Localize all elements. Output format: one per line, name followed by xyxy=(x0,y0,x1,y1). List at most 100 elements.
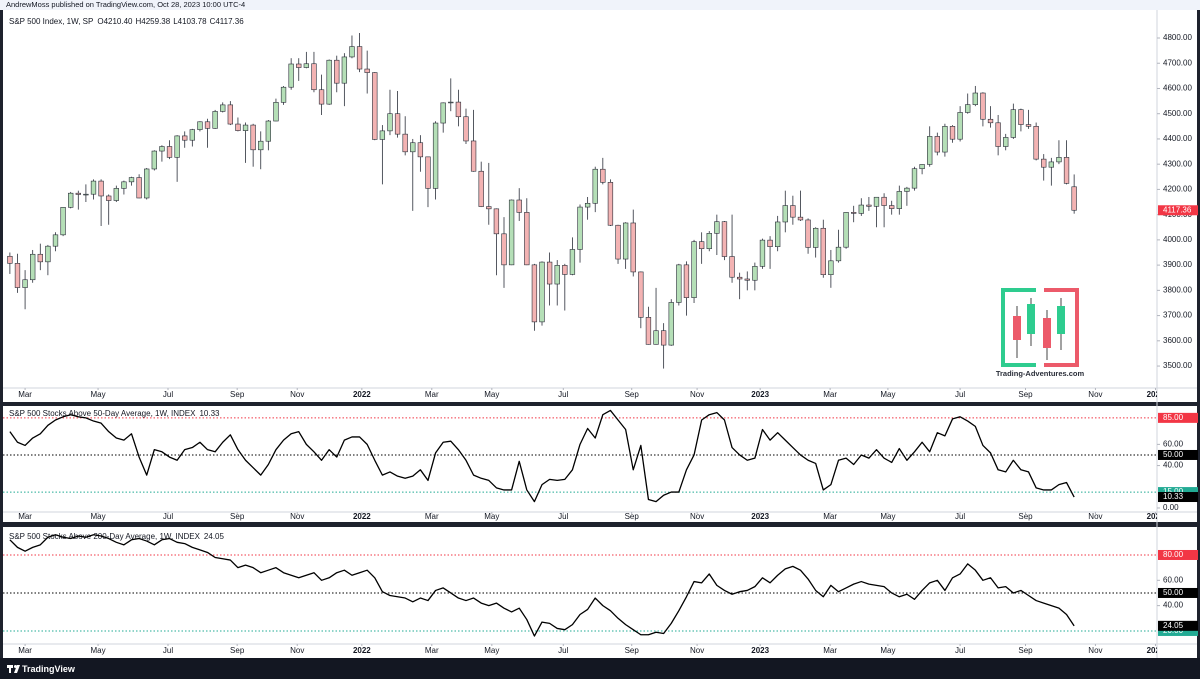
y-tick-label: 4000.00 xyxy=(1163,235,1192,244)
watermark: Trading-Adventures.com xyxy=(996,288,1085,378)
plot-area xyxy=(7,32,1077,369)
candle-body xyxy=(896,191,902,209)
legend-open: O4210.40 xyxy=(97,17,133,26)
candle-body xyxy=(1025,124,1032,127)
x-tick-label: Sep xyxy=(625,646,640,655)
candle-body xyxy=(90,180,97,195)
level-label-bg xyxy=(1158,549,1198,560)
candle-body xyxy=(873,196,880,207)
candle-body xyxy=(1018,109,1024,125)
x-tick-label: Jul xyxy=(163,646,173,655)
candle-body xyxy=(691,241,697,298)
legend-high: H4259.38 xyxy=(136,17,171,26)
candle-body xyxy=(516,199,522,213)
y-tick-label: 3800.00 xyxy=(1163,285,1192,294)
candle-body xyxy=(987,118,994,124)
y-tick-label: 40.00 xyxy=(1163,601,1184,610)
x-tick-label: 2022 xyxy=(353,512,371,521)
candle-body xyxy=(577,206,583,250)
watermark-candle xyxy=(1027,304,1035,334)
candle-body xyxy=(546,261,553,285)
candle-body xyxy=(311,63,317,91)
candle-body xyxy=(189,129,195,141)
y-tick-label: 60.00 xyxy=(1163,439,1184,448)
candle-body xyxy=(364,68,370,73)
x-tick-label: Nov xyxy=(1088,512,1102,521)
price-label: 4117.36 xyxy=(1163,205,1192,214)
x-tick-label: 2023 xyxy=(751,390,769,399)
candle-body xyxy=(486,206,492,210)
candle-body xyxy=(942,126,948,153)
candle-body xyxy=(136,177,142,199)
series-line xyxy=(9,534,1075,637)
candle-body xyxy=(630,222,636,273)
candle-body xyxy=(539,261,545,323)
candle-body xyxy=(68,192,74,208)
logo-part xyxy=(9,665,11,673)
level-label: 15.00 xyxy=(1163,487,1184,496)
candle-body xyxy=(425,156,431,189)
candle-body xyxy=(106,195,112,201)
x-tick-label: Sep xyxy=(625,512,640,521)
candle-body xyxy=(524,212,530,266)
candle-body xyxy=(972,92,978,105)
candle-body xyxy=(121,181,127,189)
watermark-text: Trading-Adventures.com xyxy=(996,369,1085,378)
legend-value: 10.33 xyxy=(199,409,220,418)
level-label-bg xyxy=(1158,449,1198,460)
y-tick-label: 3900.00 xyxy=(1163,260,1192,269)
candle-body xyxy=(645,317,652,345)
candle-body xyxy=(204,121,211,129)
candle-body xyxy=(980,92,986,120)
value-label-bg xyxy=(1158,492,1198,503)
x-tick-label: Jul xyxy=(955,512,965,521)
candle-body xyxy=(752,266,758,281)
candle-body xyxy=(280,86,287,103)
candle-body xyxy=(904,187,910,192)
candle-body xyxy=(668,302,674,346)
y-tick-label: 4800.00 xyxy=(1163,33,1192,42)
x-tick-label: May xyxy=(91,646,106,655)
x-tick-label: 2024 xyxy=(1147,512,1165,521)
candle-body xyxy=(387,113,393,132)
x-tick-label: Jul xyxy=(163,390,173,399)
candle-body xyxy=(562,265,568,275)
watermark-candle xyxy=(1043,318,1051,348)
watermark-bracket xyxy=(1001,288,1036,367)
legend-title: S&P 500 Index, 1W, SP xyxy=(9,17,93,26)
candle-body xyxy=(759,239,766,267)
candle-body xyxy=(790,205,796,218)
x-tick-label: May xyxy=(91,390,106,399)
candle-body xyxy=(592,168,598,204)
x-tick-label: Mar xyxy=(823,646,837,655)
candle-body xyxy=(22,279,28,288)
candle-body xyxy=(919,164,925,170)
candle-body xyxy=(607,182,614,226)
x-tick-label: May xyxy=(484,390,499,399)
x-tick-label: Nov xyxy=(290,646,304,655)
candle-body xyxy=(37,253,43,263)
candle-body xyxy=(440,102,446,124)
x-tick-label: Mar xyxy=(823,390,837,399)
value-label-bg xyxy=(1158,620,1198,631)
candle-body xyxy=(288,63,294,88)
candle-body xyxy=(318,89,325,105)
candle-body xyxy=(881,196,887,206)
candle-body xyxy=(813,227,819,248)
x-tick-label: 2022 xyxy=(353,646,371,655)
x-tick-label: Sep xyxy=(230,390,245,399)
candle-body xyxy=(394,113,401,135)
candle-body xyxy=(1041,158,1047,168)
candle-body xyxy=(501,233,507,266)
x-tick-label: Nov xyxy=(1088,646,1102,655)
candle-body xyxy=(797,216,804,221)
footer-text: TradingView xyxy=(22,664,76,674)
footer-logo xyxy=(7,665,20,673)
candle-body xyxy=(220,104,226,112)
candle-body xyxy=(151,150,157,170)
candle-body xyxy=(744,278,750,281)
x-tick-label: Jul xyxy=(558,390,568,399)
y-tick-label: 3500.00 xyxy=(1163,361,1192,370)
x-tick-label: Mar xyxy=(18,646,32,655)
